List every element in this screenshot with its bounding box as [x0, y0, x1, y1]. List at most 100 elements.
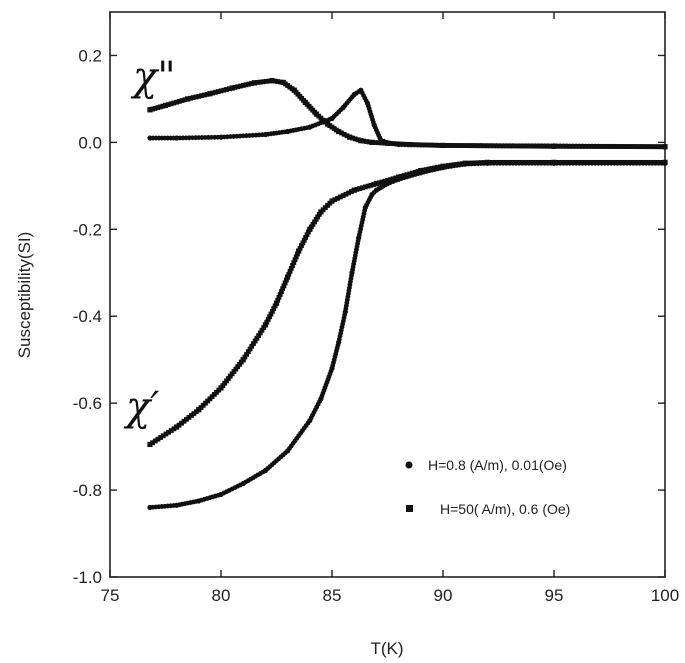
marker-dot: [251, 80, 257, 86]
marker-dot: [605, 159, 611, 165]
marker-dot: [182, 97, 188, 103]
marker-dot: [291, 260, 297, 266]
marker-dot: [343, 191, 349, 197]
marker-dot: [152, 105, 158, 111]
marker-dot: [564, 143, 570, 149]
marker-dot: [485, 143, 490, 149]
marker-dot: [336, 129, 342, 134]
marker-dot: [510, 143, 516, 149]
marker-dot: [516, 143, 522, 149]
marker-dot: [576, 143, 582, 149]
marker-dot: [570, 159, 576, 165]
marker-dot: [602, 144, 608, 149]
marker-dot: [335, 195, 340, 201]
marker-dot: [352, 136, 358, 142]
marker-dot: [249, 343, 255, 349]
marker-dot: [561, 159, 566, 165]
marker-dot: [421, 167, 426, 173]
marker-dot: [157, 104, 163, 110]
marker-dot: [245, 349, 251, 355]
marker-dot: [174, 424, 179, 430]
marker-dot: [481, 160, 487, 165]
marker-dot: [548, 143, 554, 149]
marker-dot: [418, 168, 424, 174]
marker-dot: [640, 159, 646, 165]
marker-dot: [475, 160, 481, 166]
marker-dot: [605, 144, 611, 149]
marker-dot: [280, 286, 286, 292]
marker-dot: [646, 159, 652, 165]
marker-dot: [554, 159, 560, 165]
marker-dot: [385, 178, 390, 183]
marker-dot: [379, 179, 385, 185]
marker-dot: [385, 140, 390, 146]
marker-dot: [299, 243, 304, 249]
marker-dot: [201, 92, 207, 98]
x-tick-label: 85: [323, 586, 342, 605]
series-chi-double-prime-circle: [147, 87, 668, 150]
x-tick-label: 90: [434, 586, 453, 605]
series-chi-prime-circle: [147, 160, 668, 511]
marker-dot: [166, 429, 172, 435]
marker-dot: [573, 143, 579, 149]
marker-dot: [481, 143, 487, 149]
marker-dot: [548, 159, 554, 165]
marker-dot: [583, 144, 589, 149]
marker-dot: [428, 142, 434, 148]
marker-dot: [529, 143, 535, 149]
marker-dot: [361, 138, 367, 144]
marker-dot: [240, 357, 246, 363]
marker-dot: [226, 86, 232, 92]
marker-dot: [494, 159, 500, 165]
marker-dot: [376, 180, 382, 186]
marker-dot: [394, 141, 400, 147]
marker-dot: [269, 308, 275, 314]
marker-dot: [513, 143, 519, 149]
marker-dot: [350, 135, 355, 141]
marker-dot: [276, 294, 282, 300]
marker-dot: [451, 162, 457, 168]
y-tick-label: -0.4: [73, 307, 102, 326]
marker-dot: [344, 133, 350, 139]
annotation-chi-prime: χ′: [123, 384, 159, 430]
x-tick-label: 80: [212, 586, 231, 605]
marker-dot: [186, 414, 192, 420]
marker-dot: [185, 96, 191, 102]
marker-dot: [608, 144, 614, 149]
marker-dot: [260, 79, 266, 85]
marker-dot: [425, 142, 431, 148]
marker-dot: [472, 143, 478, 149]
marker-dot: [440, 143, 446, 148]
marker-dot: [580, 159, 585, 165]
marker-dot: [193, 409, 199, 415]
marker-dot: [413, 142, 419, 148]
marker-dot: [532, 143, 538, 149]
marker-dot: [256, 333, 261, 339]
marker-dot: [596, 159, 601, 165]
marker-dot: [500, 159, 506, 165]
marker-dot: [207, 91, 213, 97]
legend-label-2: H=50( A/m), 0.6 (Oe): [440, 501, 570, 517]
marker-dot: [282, 280, 288, 286]
marker-dot: [196, 93, 202, 99]
marker-dot: [229, 85, 235, 91]
marker-dot: [507, 143, 512, 149]
marker-dot: [271, 306, 277, 312]
marker-dot: [204, 91, 210, 97]
marker-dot: [295, 251, 300, 257]
marker-dot: [431, 142, 437, 148]
marker-dot: [532, 159, 538, 165]
marker-dot: [174, 99, 179, 105]
marker-dot: [653, 159, 658, 165]
marker-dot: [257, 79, 263, 85]
marker-dot: [453, 143, 459, 148]
marker-dot: [561, 143, 566, 149]
marker-dot: [267, 314, 272, 320]
marker-dot: [643, 144, 649, 150]
marker-dot: [371, 182, 377, 187]
legend-marker-circle: [405, 461, 413, 469]
marker-dot: [637, 144, 643, 150]
marker-dot: [656, 144, 662, 150]
marker-dot: [388, 141, 394, 146]
marker-dot: [407, 171, 413, 177]
